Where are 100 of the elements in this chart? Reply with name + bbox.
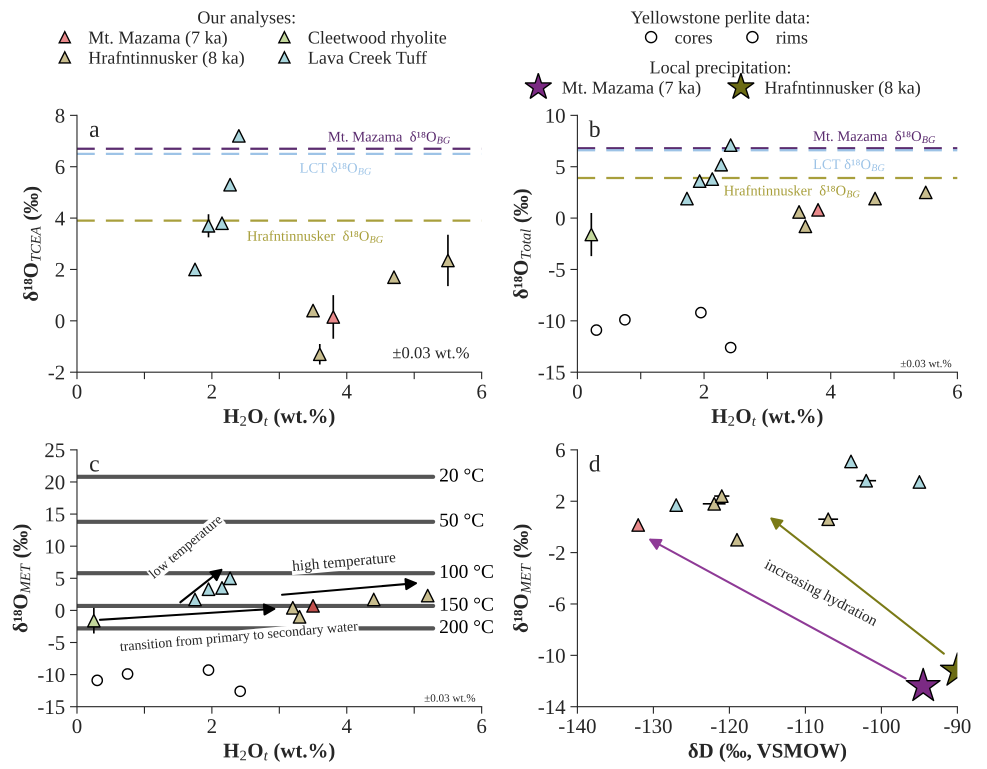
ref-line-label: 100 °C xyxy=(440,564,493,578)
y-tick-label: -10 xyxy=(38,668,64,682)
y-axis-title: δ¹⁸O$_{MET}$ (‰) xyxy=(12,524,32,632)
point xyxy=(707,496,722,511)
y-tick-label: 8 xyxy=(56,108,64,123)
point xyxy=(811,202,825,217)
legend-title: Our analyses: xyxy=(198,10,295,28)
point xyxy=(868,192,882,206)
chart-title: c xyxy=(90,460,99,472)
x-tick-label: 6 xyxy=(477,384,486,399)
point xyxy=(91,674,104,686)
point xyxy=(215,581,229,595)
annotation: high temperature xyxy=(292,551,396,574)
annotation: transition from primary to secondary water xyxy=(120,620,358,654)
point xyxy=(420,588,435,603)
y-tick-label: 25 xyxy=(45,443,64,458)
ref-line-label: 50 °C xyxy=(440,514,484,527)
x-tick-label: -140 xyxy=(559,719,596,734)
ref-line-label: Hrafntinnusker δ¹⁸O$_{BG}$ xyxy=(247,230,383,243)
point xyxy=(441,254,455,268)
point xyxy=(724,138,738,152)
y-tick-label: 4 xyxy=(55,212,65,226)
point xyxy=(215,216,229,230)
x-tick-label: 2 xyxy=(700,384,708,398)
ref-line-label: 200 °C xyxy=(440,620,493,634)
x-tick-label: 2 xyxy=(208,719,216,733)
x-tick-label: 4 xyxy=(342,384,352,398)
x-axis-title: H$_{2}$O$_{t}$ (wt.%) xyxy=(224,742,334,762)
point xyxy=(202,218,216,233)
point xyxy=(292,610,306,624)
x-axis-title: δD (‰, VSMOW) xyxy=(688,742,846,762)
y-tick-label: 0 xyxy=(556,211,565,226)
y-tick-label: 2 xyxy=(56,262,64,277)
point xyxy=(188,592,202,606)
point xyxy=(366,592,381,606)
point xyxy=(918,186,933,200)
y-tick-label: 0 xyxy=(56,314,64,328)
point xyxy=(792,205,806,219)
y-tick-label: -15 xyxy=(538,366,565,380)
point xyxy=(312,347,327,362)
legend-label: Mt. Mazama (7 ka) xyxy=(562,80,700,98)
x-tick-label: 0 xyxy=(72,719,82,734)
point xyxy=(705,172,720,186)
point xyxy=(680,192,694,206)
point xyxy=(232,128,246,143)
point xyxy=(695,306,707,318)
chart-title: b xyxy=(588,120,600,138)
point xyxy=(202,582,216,596)
legend-label: Lava Creek Tuff xyxy=(308,50,427,64)
point xyxy=(122,668,134,680)
y-tick-label: -10 xyxy=(538,314,565,328)
legend-label: Cleetwood rhyolite xyxy=(308,30,446,48)
point xyxy=(326,310,340,324)
ref-line-label: 150 °C xyxy=(440,598,493,611)
point xyxy=(223,571,237,586)
x-tick-label: 4 xyxy=(342,719,352,733)
point xyxy=(692,174,707,188)
point xyxy=(912,475,926,489)
point xyxy=(286,600,300,615)
point xyxy=(906,668,941,702)
x-tick-label: -120 xyxy=(711,719,748,734)
x-tick-label: -110 xyxy=(787,719,824,734)
point xyxy=(844,454,858,468)
point xyxy=(86,614,101,628)
ref-line-label: Mt. Mazama δ¹⁸O$_{BG}$ xyxy=(328,131,450,144)
y-tick-label: 6 xyxy=(56,160,65,174)
y-tick-label: -10 xyxy=(538,648,565,663)
point xyxy=(188,262,202,276)
point xyxy=(631,518,646,532)
point xyxy=(724,342,737,354)
y-axis-title: δ¹⁸O$_{TCEA}$ (‰) xyxy=(23,186,42,301)
point xyxy=(584,228,598,242)
y-tick-label: 2 xyxy=(556,494,564,508)
y-tick-label: -15 xyxy=(38,700,64,714)
y-tick-label: 20 xyxy=(45,475,64,490)
legend-label: Hrafntinnusker (8 ka) xyxy=(88,50,244,68)
y-tick-label: -5 xyxy=(48,636,64,650)
point xyxy=(202,664,214,676)
point xyxy=(306,304,320,318)
legend-label: Mt. Mazama (7 ka) xyxy=(88,30,227,48)
chart-title: a xyxy=(90,126,100,138)
ref-line-label: 20 °C xyxy=(440,468,484,482)
x-axis-title: H$_{2}$O$_{t}$ (wt.%) xyxy=(712,408,822,428)
x-tick-label: 2 xyxy=(208,384,216,398)
x-tick-label: -130 xyxy=(635,719,672,734)
y-tick-label: -5 xyxy=(549,263,565,277)
point xyxy=(223,178,237,192)
x-tick-label: 0 xyxy=(572,384,582,399)
x-axis-title: H$_{2}$O$_{t}$ (wt.%) xyxy=(224,408,334,428)
ref-line-label: LCT δ¹⁸O$_{BG}$ xyxy=(300,162,372,175)
ref-line-label: LCT δ¹⁸O$_{BG}$ xyxy=(813,158,885,172)
point xyxy=(669,498,684,512)
point xyxy=(714,489,729,504)
y-tick-label: -6 xyxy=(549,597,565,612)
point xyxy=(730,532,744,547)
legend-label: cores xyxy=(675,34,712,44)
point xyxy=(387,270,401,284)
annotation: ±0.03 wt.% xyxy=(900,360,952,368)
x-tick-label: -100 xyxy=(863,719,900,734)
point xyxy=(859,474,874,488)
